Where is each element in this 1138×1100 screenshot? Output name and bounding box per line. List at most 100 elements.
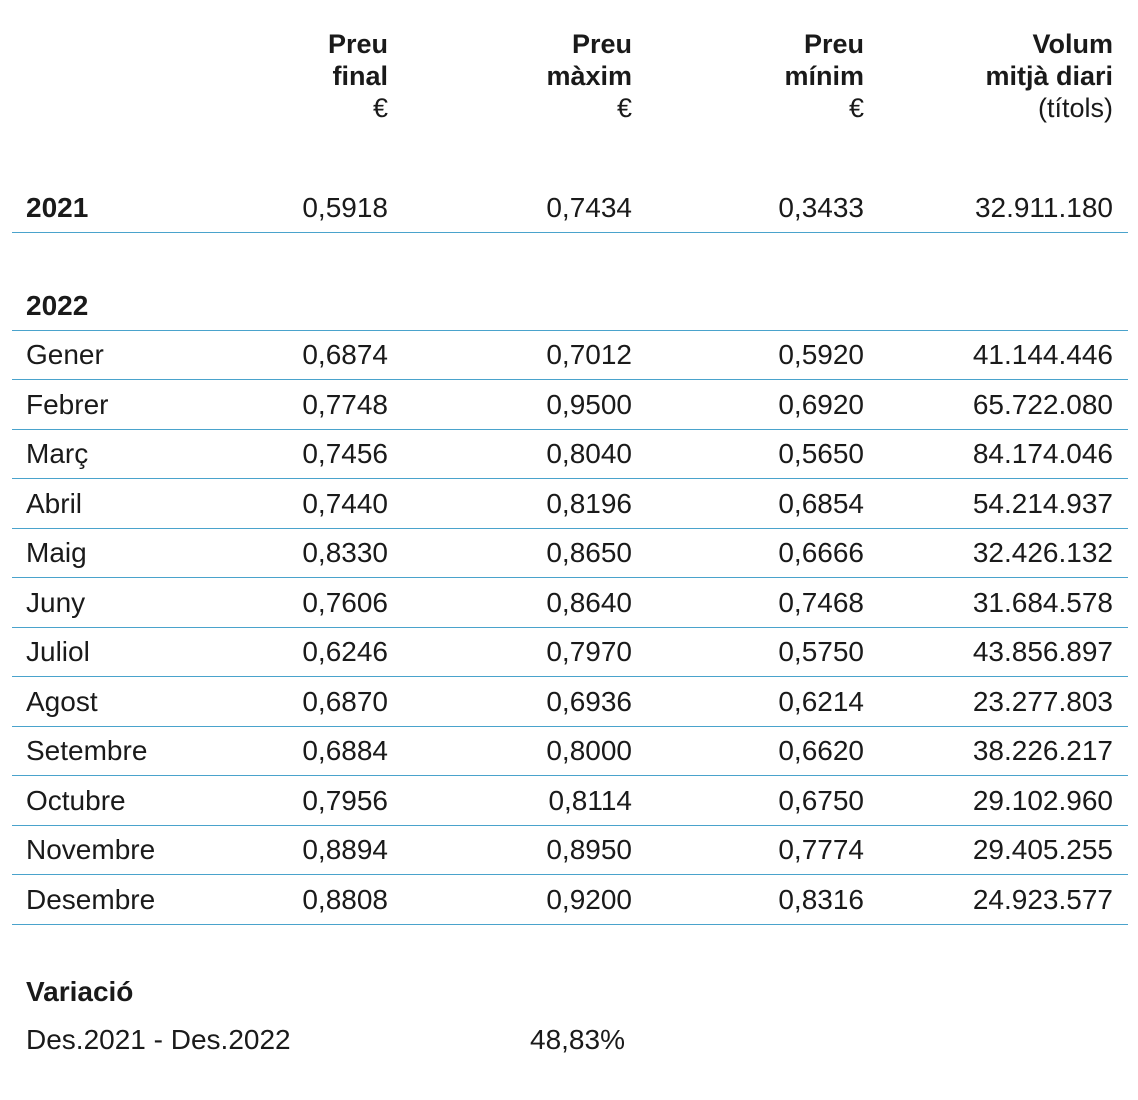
row-month-label: Febrer xyxy=(26,388,109,420)
table-row: Juliol 0,6246 0,7970 0,5750 43.856.897 xyxy=(12,628,1128,677)
cell-max: 0,7970 xyxy=(546,636,632,667)
cell-min: 0,7774 xyxy=(778,834,864,865)
cell-min: 0,6854 xyxy=(778,487,864,519)
cell-min: 0,5750 xyxy=(778,636,864,667)
cell-final: 0,6884 xyxy=(302,735,388,766)
row-month-label: Juliol xyxy=(26,636,90,667)
cell-min: 0,6666 xyxy=(778,537,864,568)
cell-max: 0,8196 xyxy=(546,487,632,519)
cell-min: 0,6920 xyxy=(778,388,864,420)
row-month-label: Juny xyxy=(26,586,86,618)
cell-volume: 32.911.180 xyxy=(974,192,1113,223)
row-month-label: Gener xyxy=(26,339,104,370)
header-volume-line2: mitjà diari xyxy=(985,61,1113,91)
table-row: Març 0,7456 0,8040 0,5650 84.174.046 xyxy=(12,430,1128,479)
cell-max: 0,8114 xyxy=(548,784,632,816)
table-row: Setembre 0,6884 0,8000 0,6620 38.226.217 xyxy=(12,727,1128,776)
section-row-2022: 2022 xyxy=(12,282,1128,331)
cell-min: 0,8316 xyxy=(778,883,864,915)
cell-final: 0,7956 xyxy=(302,784,388,816)
cell-volume: 24.923.577 xyxy=(972,883,1113,915)
header-min-price: Preu mínim € xyxy=(784,28,864,124)
cell-volume: 23.277.803 xyxy=(972,685,1113,717)
row-month-label: Desembre xyxy=(26,883,156,915)
cell-volume: 84.174.046 xyxy=(972,438,1113,469)
cell-max: 0,9200 xyxy=(546,883,632,915)
cell-min: 0,3433 xyxy=(778,192,864,223)
row-month-label: Octubre xyxy=(26,784,126,816)
cell-volume: 38.226.217 xyxy=(972,735,1113,766)
cell-max: 0,7434 xyxy=(546,192,632,223)
row-month-label: Setembre xyxy=(26,735,148,766)
variation-label: Des.2021 - Des.2022 xyxy=(26,1024,291,1055)
cell-min: 0,6750 xyxy=(778,784,864,816)
header-max-price: Preu màxim € xyxy=(546,28,632,124)
header-max-price-line1: Preu xyxy=(571,29,632,59)
table-row: Octubre 0,7956 0,8114 0,6750 29.102.960 xyxy=(12,777,1128,826)
cell-final: 0,7456 xyxy=(302,438,388,469)
cell-volume: 54.214.937 xyxy=(972,487,1113,519)
cell-final: 0,6874 xyxy=(302,339,388,370)
header-max-price-line2: màxim xyxy=(546,61,632,91)
row-month-label: Novembre xyxy=(26,834,156,865)
cell-min: 0,6214 xyxy=(778,685,864,717)
table-row: Maig 0,8330 0,8650 0,6666 32.426.132 xyxy=(12,529,1128,578)
header-volume-line1: Volum xyxy=(1032,29,1114,59)
cell-final: 0,8894 xyxy=(302,834,388,865)
header-final-price-line2: final xyxy=(332,61,388,91)
table-row: Abril 0,7440 0,8196 0,6854 54.214.937 xyxy=(12,480,1128,529)
cell-max: 0,8640 xyxy=(546,586,632,618)
cell-final: 0,7748 xyxy=(302,388,388,420)
header-min-price-line1: Preu xyxy=(803,29,864,59)
table-row: Agost 0,6870 0,6936 0,6214 23.277.803 xyxy=(12,678,1128,727)
header-final-price: Preu final € xyxy=(328,28,388,124)
table-row: Novembre 0,8894 0,8950 0,7774 29.405.255 xyxy=(12,826,1128,875)
cell-final: 0,7606 xyxy=(302,586,388,618)
cell-volume: 29.102.960 xyxy=(972,784,1113,816)
header-min-price-unit: € xyxy=(848,93,864,123)
table-header: Preu final € Preu màxim € Preu mínim € V… xyxy=(12,28,1128,128)
cell-volume: 43.856.897 xyxy=(972,636,1113,667)
header-min-price-line2: mínim xyxy=(784,61,864,91)
cell-final: 0,8808 xyxy=(302,883,388,915)
cell-final: 0,6246 xyxy=(302,636,388,667)
cell-max: 0,7012 xyxy=(546,339,632,370)
cell-volume: 31.684.578 xyxy=(972,586,1113,618)
row-label-2021: 2021 xyxy=(26,192,89,223)
header-max-price-unit: € xyxy=(616,93,632,123)
cell-max: 0,8040 xyxy=(546,438,632,469)
variation-value: 48,83% xyxy=(530,1024,625,1055)
table-row: Gener 0,6874 0,7012 0,5920 41.144.446 xyxy=(12,331,1128,380)
cell-max: 0,8000 xyxy=(546,735,632,766)
cell-min: 0,6620 xyxy=(778,735,864,766)
cell-max: 0,9500 xyxy=(546,388,632,420)
header-final-price-line1: Preu xyxy=(327,29,388,59)
cell-min: 0,5920 xyxy=(778,339,864,370)
cell-volume: 29.405.255 xyxy=(972,834,1113,865)
variation-title: Variació xyxy=(26,976,134,1007)
header-volume: Volum mitjà diari (títols) xyxy=(985,28,1113,124)
cell-volume: 41.144.446 xyxy=(972,339,1113,370)
cell-volume: 65.722.080 xyxy=(972,388,1113,420)
row-month-label: Maig xyxy=(26,537,87,568)
table-row: Febrer 0,7748 0,9500 0,6920 65.722.080 xyxy=(12,381,1128,430)
table-row-2021: 2021 0,5918 0,7434 0,3433 32.911.180 xyxy=(12,184,1128,233)
table-row: Desembre 0,8808 0,9200 0,8316 24.923.577 xyxy=(12,876,1128,925)
cell-volume: 32.426.132 xyxy=(972,537,1113,568)
row-month-label: Abril xyxy=(26,487,83,519)
cell-max: 0,6936 xyxy=(546,685,632,717)
cell-final: 0,5918 xyxy=(302,192,388,223)
cell-max: 0,8950 xyxy=(546,834,632,865)
section-title-2022: 2022 xyxy=(26,290,89,321)
table-row: Juny 0,7606 0,8640 0,7468 31.684.578 xyxy=(12,579,1128,628)
cell-min: 0,7468 xyxy=(778,586,864,618)
row-month-label: Agost xyxy=(26,685,98,717)
cell-final: 0,7440 xyxy=(302,487,388,519)
header-volume-unit: (títols) xyxy=(1037,93,1113,123)
cell-final: 0,8330 xyxy=(302,537,388,568)
header-final-price-unit: € xyxy=(372,93,388,123)
cell-min: 0,5650 xyxy=(778,438,864,469)
row-month-label: Març xyxy=(26,438,89,469)
cell-max: 0,8650 xyxy=(546,537,632,568)
